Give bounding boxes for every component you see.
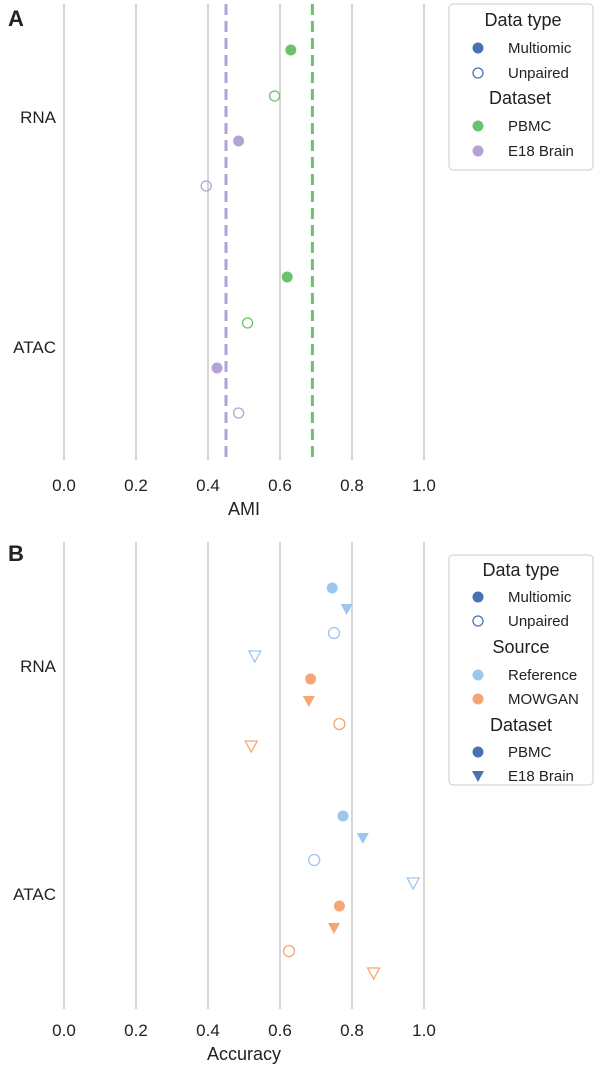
- data-point: [244, 740, 259, 754]
- panel-a-legend-multiomic-label: Multiomic: [508, 40, 572, 57]
- panel-a-legend-pbmc-label: PBMC: [508, 118, 552, 135]
- x-tick-label: 0.8: [340, 1021, 364, 1040]
- x-tick-label: 0.6: [268, 476, 292, 495]
- data-point: [328, 923, 340, 934]
- panel-b-points: [244, 582, 421, 981]
- panel-b-legend-e18-brain-label: E18 Brain: [508, 768, 574, 785]
- panel-b-legend-pbmc-label: PBMC: [508, 744, 552, 761]
- panel-b-category-labels: RNA ATAC: [13, 657, 56, 904]
- panel-b-x-ticks: 0.0 0.2 0.4 0.6 0.8 1.0: [52, 1021, 436, 1040]
- data-point: [232, 407, 245, 419]
- data-point: [247, 650, 262, 664]
- panel-a-letter: A: [8, 6, 24, 31]
- data-point: [211, 362, 223, 374]
- panel-b-legend: Data type Multiomic Unpaired Source Refe…: [448, 554, 594, 786]
- panel-a-points: [200, 44, 297, 419]
- panel-b-legend-multiomic-marker: [472, 591, 484, 603]
- panel-a-x-axis-label: AMI: [228, 499, 260, 519]
- panel-a-legend-multiomic-marker: [472, 42, 484, 54]
- panel-b-legend-box: [448, 554, 594, 786]
- panel-a-legend-unpaired-label: Unpaired: [508, 65, 569, 82]
- x-tick-label: 1.0: [412, 476, 436, 495]
- x-tick-label: 0.2: [124, 476, 148, 495]
- panel-b-legend-title-data-type: Data type: [482, 560, 559, 580]
- panel-a-legend-unpaired-marker: [472, 67, 484, 79]
- data-point: [333, 717, 346, 731]
- data-point: [337, 810, 349, 822]
- panel-a-legend-box: [448, 3, 594, 171]
- data-point: [241, 317, 254, 329]
- data-point: [305, 673, 317, 685]
- x-tick-label: 0.2: [124, 1021, 148, 1040]
- x-tick-label: 0.0: [52, 1021, 76, 1040]
- panel-b: B RNA ATAC 0.0 0.2 0.4 0.6 0.8 1.0 Accuracy D…: [8, 541, 594, 1064]
- panel-a-reference-lines: [224, 4, 314, 460]
- panel-a-legend-e18-brain-marker: [472, 145, 484, 157]
- panel-a-gridlines: [135, 4, 425, 460]
- panel-a-category-labels: RNA ATAC: [13, 108, 56, 357]
- x-tick-label: 0.8: [340, 476, 364, 495]
- panel-b-category-atac: ATAC: [13, 885, 56, 904]
- data-point: [406, 877, 421, 891]
- panel-b-legend-reference-label: Reference: [508, 667, 577, 684]
- panel-a-legend-e18-brain-label: E18 Brain: [508, 143, 574, 160]
- data-point: [356, 833, 369, 844]
- panel-b-legend-reference-marker: [472, 669, 484, 681]
- panel-b-gridlines: [135, 542, 425, 1009]
- panel-a-x-ticks: 0.0 0.2 0.4 0.6 0.8 1.0: [52, 476, 436, 495]
- panel-a-category-rna: RNA: [20, 108, 57, 127]
- panel-b-category-rna: RNA: [20, 657, 57, 676]
- data-point: [366, 967, 381, 981]
- panel-a-legend-pbmc-marker: [472, 120, 484, 132]
- panel-b-legend-mowgan-label: MOWGAN: [508, 691, 579, 708]
- data-point: [308, 853, 321, 867]
- panel-b-letter: B: [8, 541, 24, 566]
- panel-b-legend-e18-brain-marker: [472, 771, 484, 782]
- data-point: [285, 44, 297, 56]
- x-tick-label: 1.0: [412, 1021, 436, 1040]
- data-point: [233, 135, 245, 147]
- panel-a-category-atac: ATAC: [13, 338, 56, 357]
- x-tick-label: 0.4: [196, 1021, 220, 1040]
- data-point: [281, 271, 293, 283]
- panel-b-legend-mowgan-marker: [472, 693, 484, 705]
- data-point: [327, 626, 341, 640]
- panel-a-legend-title-dataset: Dataset: [489, 88, 551, 108]
- panel-b-legend-title-source: Source: [492, 637, 549, 657]
- panel-b-legend-unpaired-marker: [472, 615, 484, 627]
- x-tick-label: 0.6: [268, 1021, 292, 1040]
- panel-b-x-axis-label: Accuracy: [207, 1044, 281, 1064]
- data-point: [333, 900, 345, 912]
- x-tick-label: 0.0: [52, 476, 76, 495]
- panel-b-legend-multiomic-label: Multiomic: [508, 589, 572, 606]
- data-point: [326, 582, 338, 594]
- data-point: [268, 90, 281, 102]
- data-point: [302, 696, 315, 707]
- panel-a: A RNA ATAC 0.0 0.2 0.4 0.6 0.8 1.0 AMI Data t…: [8, 3, 594, 519]
- data-point: [200, 180, 212, 192]
- panel-b-legend-pbmc-marker: [472, 746, 484, 758]
- x-tick-label: 0.4: [196, 476, 220, 495]
- panel-a-legend-title-data-type: Data type: [484, 10, 561, 30]
- panel-b-legend-title-dataset: Dataset: [490, 715, 552, 735]
- panel-a-legend: Data type Multiomic Unpaired Dataset PBM…: [448, 3, 594, 171]
- data-point: [282, 944, 296, 958]
- data-point: [340, 604, 353, 615]
- panel-b-legend-unpaired-label: Unpaired: [508, 613, 569, 630]
